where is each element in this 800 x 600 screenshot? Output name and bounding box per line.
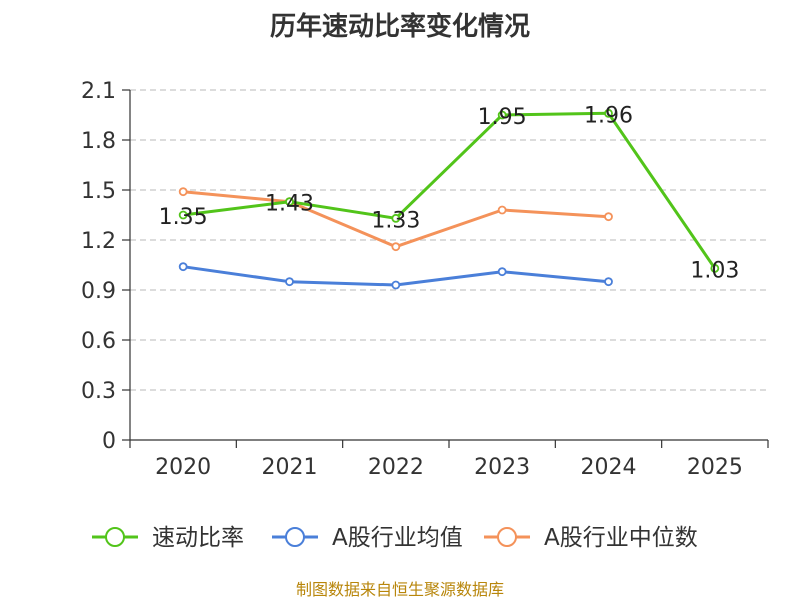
y-tick-label: 2.1 <box>81 79 116 104</box>
data-point <box>391 242 401 252</box>
axes: 0 0.3 0.6 0.9 1.2 1.5 1.8 2.1 2020 2021 2022 2023 20… <box>81 79 769 480</box>
series-group <box>178 108 720 290</box>
y-tick-label: 0 <box>102 429 116 454</box>
y-tick-label: 0.9 <box>81 279 116 304</box>
data-point <box>497 110 507 120</box>
legend-label: 速动比率 <box>152 525 244 551</box>
x-tick-label: 2024 <box>581 455 637 480</box>
data-point <box>285 277 294 287</box>
data-point <box>178 187 188 197</box>
legend-swatch-marker <box>285 527 305 547</box>
legend-swatch-marker <box>105 527 125 547</box>
x-tick-label: 2022 <box>368 455 424 480</box>
y-tick-label: 0.3 <box>81 379 116 404</box>
data-label: 1.33 <box>371 208 420 233</box>
y-tick-label: 0.6 <box>81 329 116 354</box>
data-label: 1.43 <box>265 192 314 217</box>
gridlines <box>130 89 768 391</box>
x-tick-label: 2021 <box>262 455 318 480</box>
y-tick-label: 1.5 <box>81 179 116 204</box>
source-note: 制图数据来自恒生聚源数据库 <box>296 580 504 599</box>
data-label: 1.96 <box>584 103 633 128</box>
data-point <box>710 263 720 273</box>
data-point <box>178 210 188 220</box>
series-line <box>183 111 717 270</box>
x-tick-label: 2020 <box>155 455 211 480</box>
y-tick-label: 1.8 <box>81 129 116 154</box>
data-labels: 1.35 1.43 1.33 1.95 1.96 1.03 <box>159 103 740 283</box>
legend-swatch-marker <box>497 527 517 547</box>
x-tick-label: 2023 <box>474 455 530 480</box>
data-point <box>497 267 507 277</box>
data-point <box>285 197 294 207</box>
data-label: 1.03 <box>690 258 739 283</box>
data-point <box>497 205 507 215</box>
legend-label: A股行业中位数 <box>544 525 698 551</box>
x-tick-label: 2025 <box>687 455 743 480</box>
data-point <box>391 213 401 223</box>
data-point <box>391 280 401 290</box>
data-point <box>604 277 613 287</box>
data-label: 1.95 <box>478 105 527 130</box>
chart-title: 历年速动比率变化情况 <box>270 11 530 42</box>
y-tick-label: 1.2 <box>81 229 116 254</box>
data-point <box>604 108 613 118</box>
legend-label: A股行业均值 <box>332 525 463 551</box>
data-label: 1.35 <box>159 205 208 230</box>
data-point <box>604 212 613 222</box>
data-point <box>178 262 188 272</box>
legend: 速动比率 A股行业均值 A股行业中位数 <box>92 525 698 551</box>
